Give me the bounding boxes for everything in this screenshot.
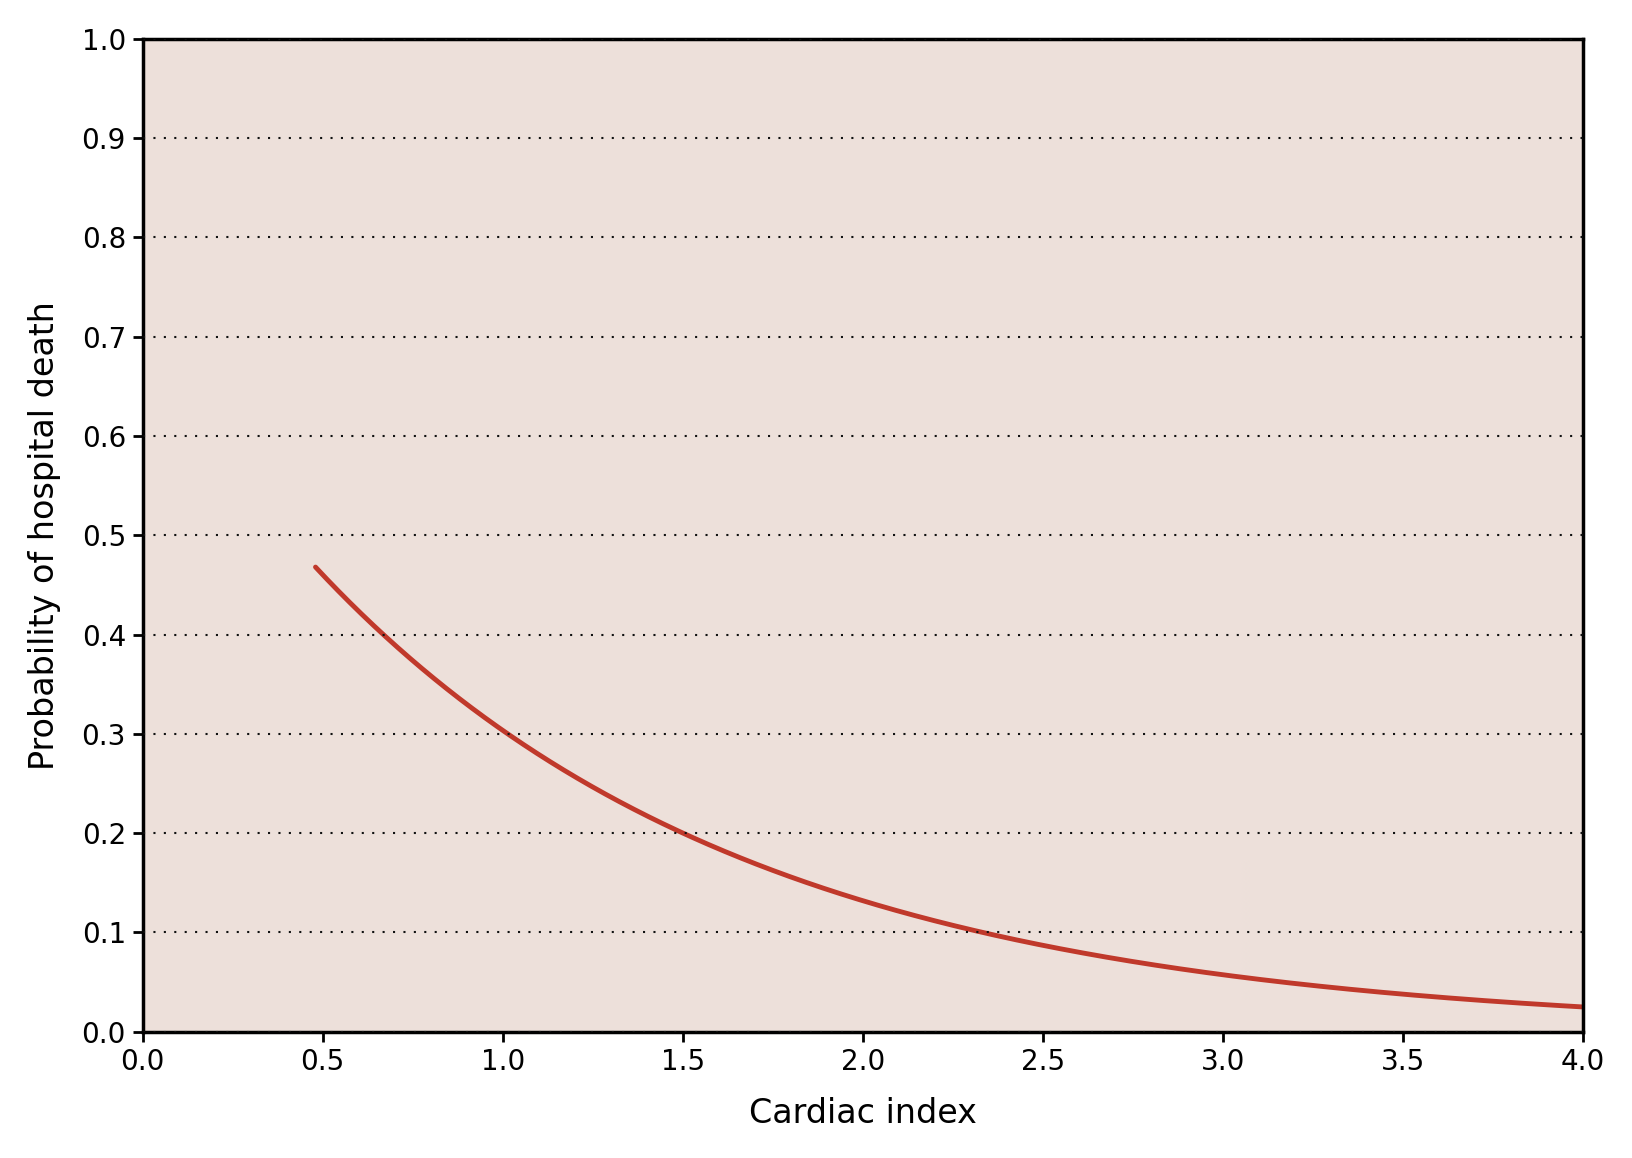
X-axis label: Cardiac index: Cardiac index [749, 1098, 976, 1130]
Y-axis label: Probability of hospital death: Probability of hospital death [28, 301, 60, 770]
